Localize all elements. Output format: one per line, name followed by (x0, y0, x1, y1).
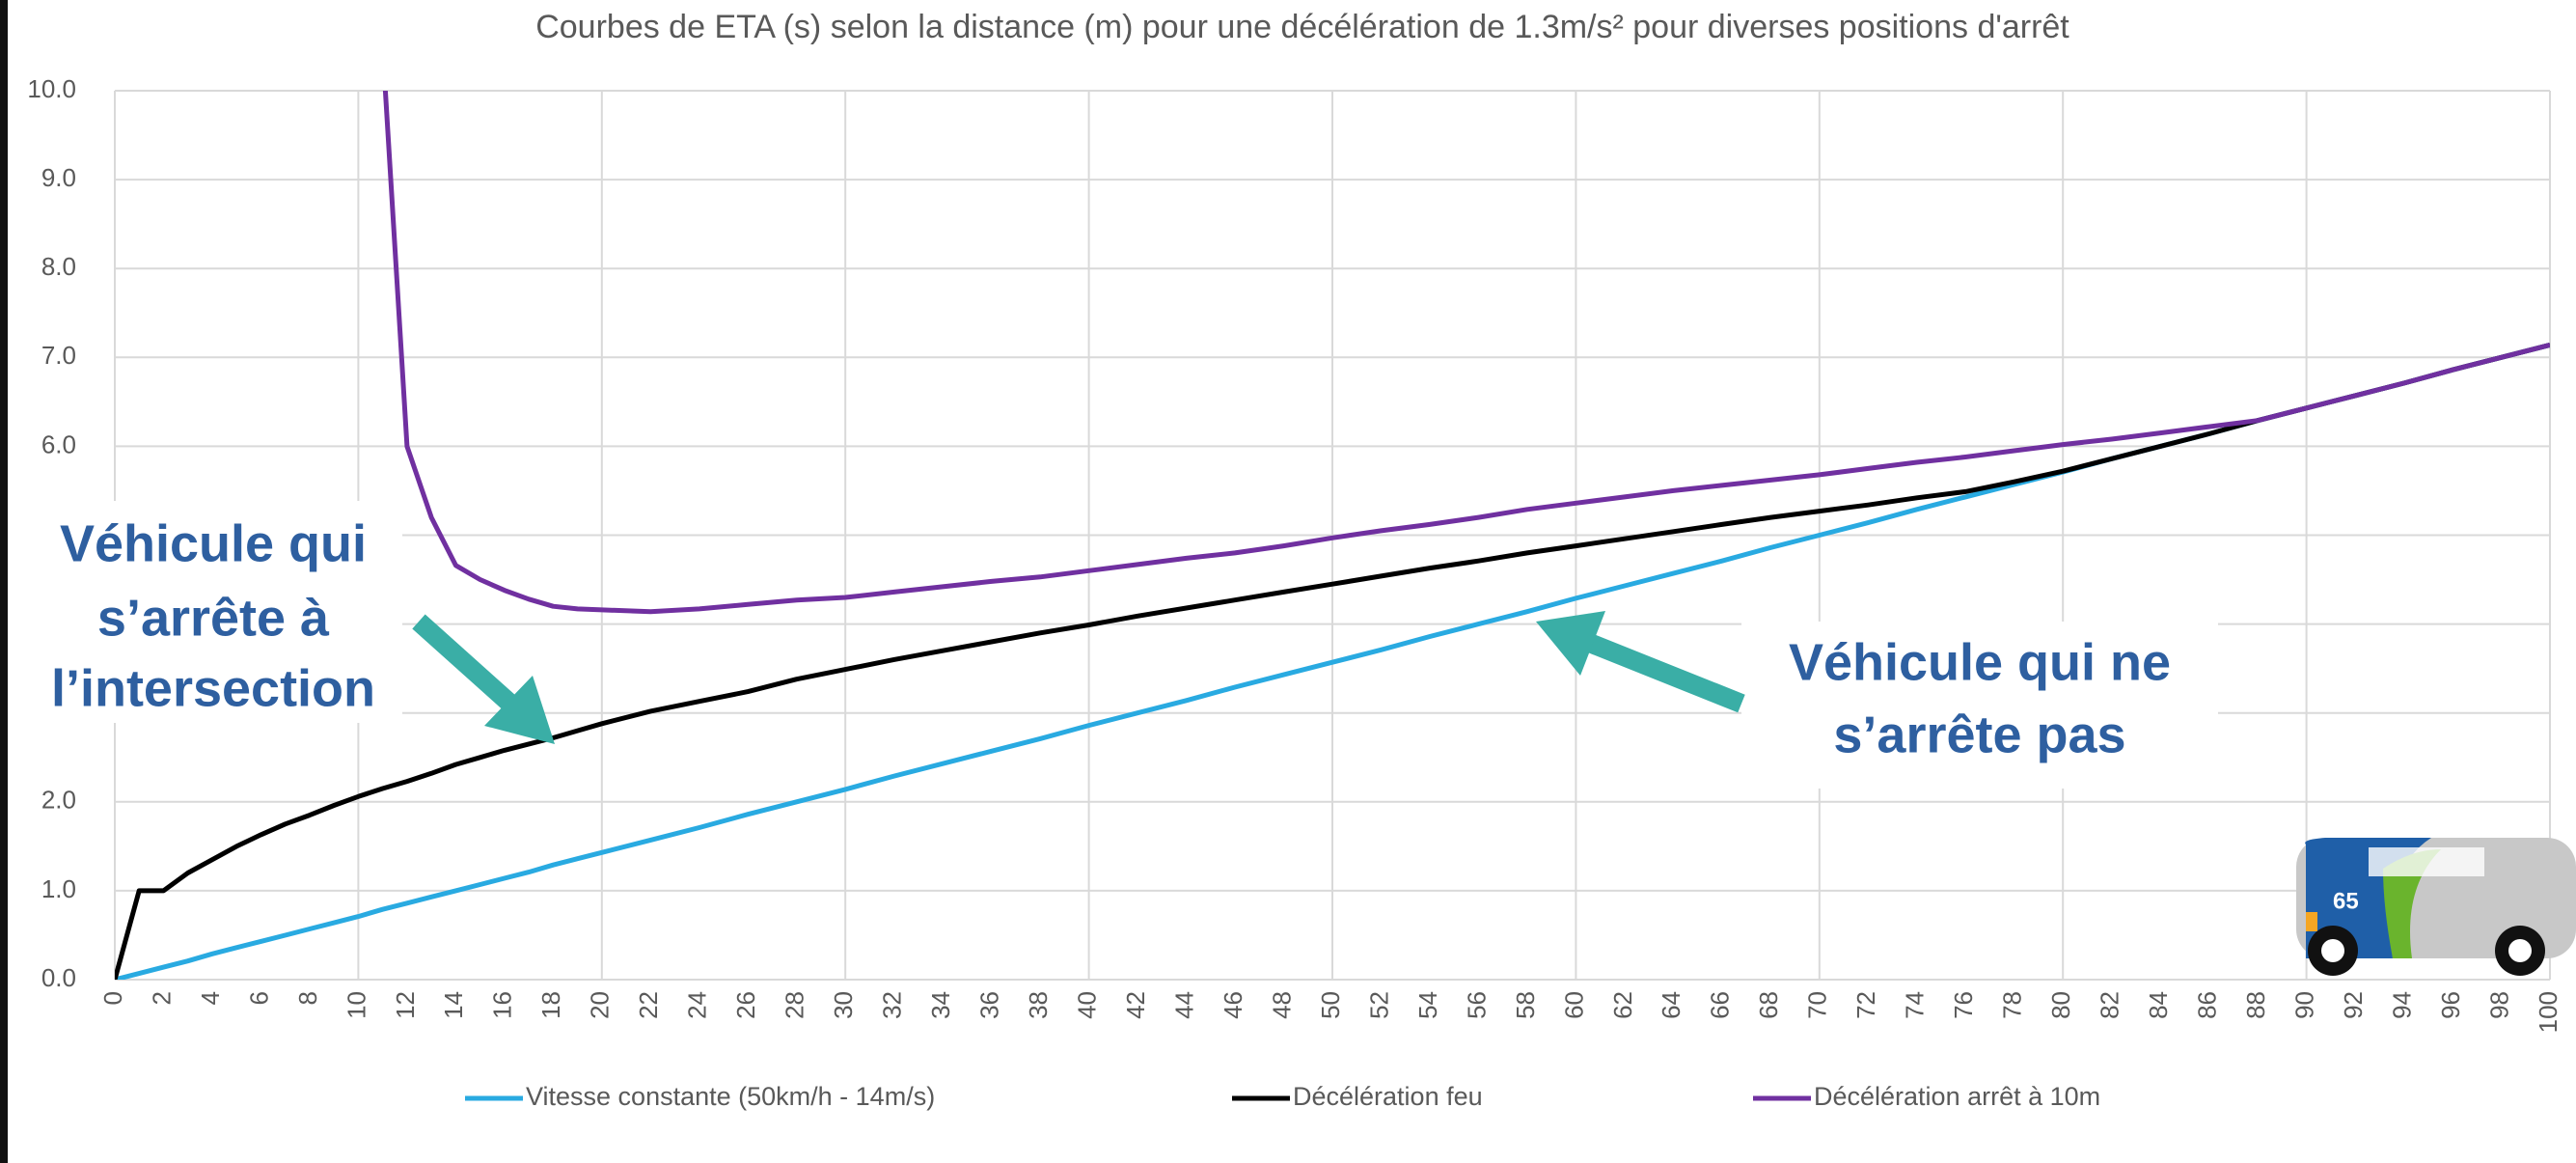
annotation-line: Véhicule qui ne (1789, 633, 2171, 691)
y-tick-label: 9.0 (41, 163, 76, 192)
x-tick-label: 42 (1121, 991, 1150, 1019)
y-tick-label: 8.0 (41, 252, 76, 281)
x-tick-label: 56 (1462, 991, 1491, 1019)
legend-label: Décélération feu (1293, 1082, 1483, 1111)
x-tick-label: 80 (2046, 991, 2075, 1019)
x-tick-label: 26 (731, 991, 760, 1019)
x-tick-label: 54 (1413, 991, 1442, 1019)
x-tick-label: 70 (1803, 991, 1832, 1019)
annotation-line: l’intersection (51, 659, 375, 717)
bus-number: 65 (2333, 888, 2359, 914)
annotation-line: s’arrête à (97, 589, 330, 647)
x-tick-label: 88 (2241, 991, 2270, 1019)
x-tick-label: 58 (1511, 991, 1540, 1019)
x-tick-label: 2 (147, 991, 176, 1005)
x-tick-label: 10 (342, 991, 370, 1019)
x-tick-label: 38 (1024, 991, 1053, 1019)
x-tick-label: 22 (634, 991, 663, 1019)
x-tick-label: 18 (536, 991, 565, 1019)
x-tick-label: 32 (878, 991, 907, 1019)
x-tick-label: 24 (683, 991, 712, 1019)
y-tick-label: 6.0 (41, 429, 76, 458)
x-tick-label: 4 (196, 991, 225, 1005)
x-tick-label: 28 (781, 991, 809, 1019)
y-tick-label: 0.0 (41, 963, 76, 992)
x-tick-label: 94 (2387, 991, 2416, 1019)
legend-label: Décélération arrêt à 10m (1814, 1082, 2100, 1111)
x-tick-label: 92 (2339, 991, 2368, 1019)
annotation-line: Véhicule qui (60, 514, 367, 572)
x-tick-label: 46 (1219, 991, 1247, 1019)
y-tick-label: 1.0 (41, 874, 76, 903)
x-tick-label: 8 (293, 991, 322, 1005)
x-tick-label: 20 (586, 991, 615, 1019)
x-tick-label: 66 (1706, 991, 1735, 1019)
x-tick-label: 16 (488, 991, 517, 1019)
x-tick-label: 86 (2193, 991, 2222, 1019)
x-tick-label: 90 (2289, 991, 2318, 1019)
x-tick-label: 68 (1754, 991, 1783, 1019)
x-tick-label: 50 (1316, 991, 1345, 1019)
x-tick-label: 98 (2484, 991, 2513, 1019)
x-tick-label: 14 (439, 991, 468, 1019)
y-tick-label: 7.0 (41, 341, 76, 370)
x-tick-label: 0 (98, 991, 127, 1005)
x-tick-label: 40 (1072, 991, 1101, 1019)
bus-icon: 65 (2296, 838, 2576, 976)
x-tick-label: 30 (829, 991, 858, 1019)
x-tick-label: 82 (2096, 991, 2124, 1019)
x-tick-label: 64 (1657, 991, 1685, 1019)
x-tick-label: 100 (2534, 991, 2562, 1033)
x-tick-label: 52 (1364, 991, 1393, 1019)
legend-label: Vitesse constante (50km/h - 14m/s) (526, 1082, 935, 1111)
x-tick-label: 76 (1949, 991, 1978, 1019)
frame-edge (0, 0, 8, 1163)
x-tick-label: 84 (2144, 991, 2173, 1019)
x-tick-label: 62 (1608, 991, 1637, 1019)
y-tick-label: 2.0 (41, 786, 76, 815)
x-tick-label: 78 (1998, 991, 2027, 1019)
x-tick-label: 72 (1851, 991, 1880, 1019)
annotation-line: s’arrête pas (1833, 706, 2125, 763)
x-tick-label: 12 (391, 991, 420, 1019)
x-tick-label: 44 (1169, 991, 1198, 1019)
chart: Courbes de ETA (s) selon la distance (m)… (0, 0, 2576, 1163)
x-tick-label: 74 (1901, 991, 1930, 1019)
x-tick-label: 34 (926, 991, 955, 1019)
x-tick-label: 96 (2436, 991, 2465, 1019)
x-tick-label: 36 (975, 991, 1004, 1019)
y-tick-label: 10.0 (27, 74, 76, 103)
x-tick-label: 6 (244, 991, 273, 1005)
x-tick-label: 48 (1267, 991, 1296, 1019)
chart-title: Courbes de ETA (s) selon la distance (m)… (535, 9, 2069, 45)
x-tick-label: 60 (1559, 991, 1588, 1019)
